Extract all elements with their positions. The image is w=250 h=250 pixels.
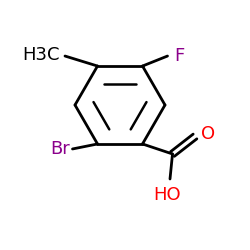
Text: F: F bbox=[174, 47, 184, 65]
Text: Br: Br bbox=[50, 140, 70, 158]
Text: O: O bbox=[201, 125, 215, 143]
Text: HO: HO bbox=[154, 186, 181, 204]
Text: H3C: H3C bbox=[22, 46, 60, 64]
